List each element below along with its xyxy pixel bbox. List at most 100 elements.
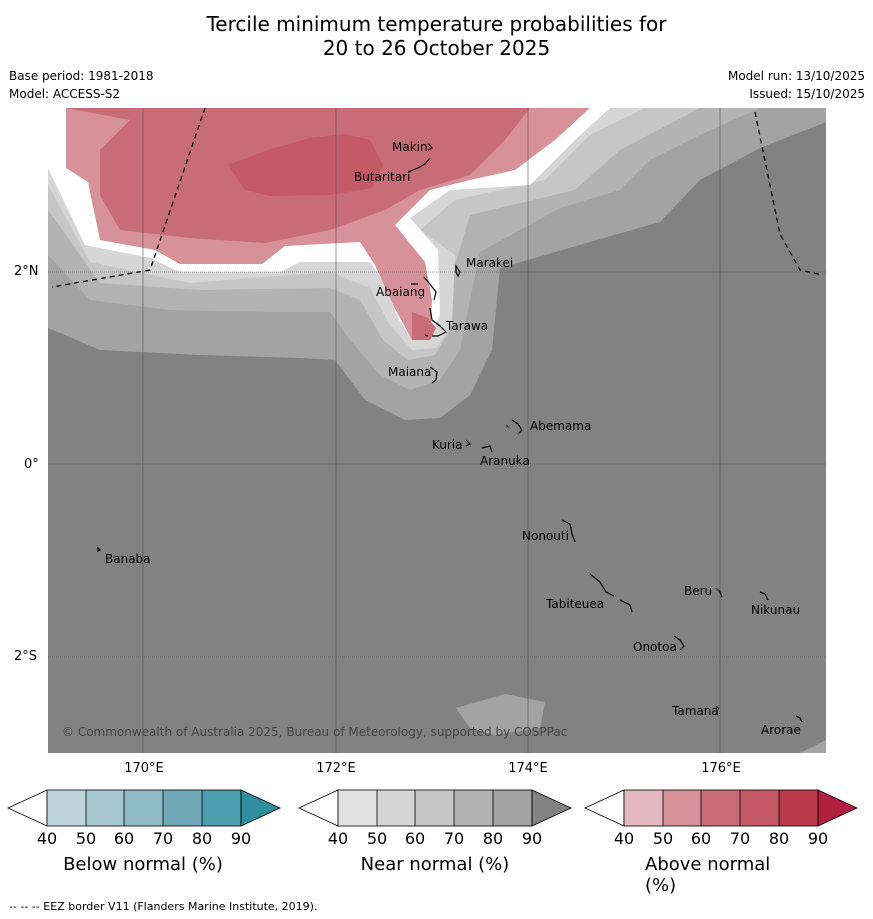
cb-below-60 [124, 790, 163, 826]
coast-onotoa [673, 635, 685, 651]
coast-butaritari [407, 157, 431, 173]
label-abaiang: Abaiang [376, 285, 425, 299]
lon-label-170: 170°E [124, 761, 164, 776]
cb-above-high-arrow [817, 789, 858, 827]
label-tarawa: Tarawa [445, 319, 488, 333]
copyright-notice: © Commonwealth of Australia 2025, Bureau… [62, 725, 567, 739]
label-makin: Makin [392, 140, 428, 154]
colorbar-above [584, 789, 858, 827]
cb-below-tick-60: 60 [113, 829, 135, 848]
colorbar-below [7, 789, 281, 827]
lon-label-174: 174°E [508, 761, 548, 776]
eez-footer-note: -- -- -- EEZ border V11 (Flanders Marine… [9, 900, 318, 913]
lon-label-176: 176°E [701, 761, 741, 776]
label-abemama: Abemama [530, 419, 591, 433]
label-marakei: Marakei [466, 256, 513, 270]
cb-below-70 [163, 790, 202, 826]
cb-near-tick-60: 60 [404, 829, 426, 848]
coast-tarawa [424, 307, 448, 337]
coast-nonouti [561, 519, 576, 543]
cb-near-tick-50: 50 [366, 829, 388, 848]
eez-border [51, 107, 823, 288]
label-aranuka: Aranuka [480, 454, 530, 468]
graticule [48, 108, 826, 753]
eez-border-east [754, 111, 823, 276]
label-tabiteuea: Tabiteuea [545, 597, 604, 611]
lat-label-2s: 2°S [14, 649, 38, 664]
cb-below-tick-80: 80 [191, 829, 213, 848]
cb-above-tick-80: 80 [768, 829, 790, 848]
label-nonouti: Nonouti [522, 529, 569, 543]
lat-label-0: 0° [24, 457, 39, 472]
lat-label-2n: 2°N [14, 264, 39, 279]
model-run: Model run: 13/10/2025 [727, 69, 865, 83]
coast-marakei [455, 264, 461, 278]
cb-above-50 [663, 790, 701, 826]
colorbar-near [298, 789, 572, 827]
cb-near-50 [377, 790, 415, 826]
coastlines [97, 142, 803, 723]
cb-near-high-arrow [531, 789, 572, 827]
label-onotoa: Onotoa [633, 640, 677, 654]
cb-below-tick-40: 40 [36, 829, 58, 848]
cb-near-60 [415, 790, 454, 826]
map-fill-regions [48, 108, 826, 753]
cb-near-tick-90: 90 [521, 829, 543, 848]
region-above-70 [228, 134, 383, 196]
model-name: Model: ACCESS-S2 [9, 87, 121, 101]
meta-right: Model run: 13/10/2025 Issued: 15/10/2025 [728, 69, 865, 105]
coast-kuria [465, 439, 472, 447]
cb-above-80 [779, 790, 818, 826]
cb-below-tick-90: 90 [230, 829, 252, 848]
coast-tamana [715, 705, 720, 710]
region-above-60b [412, 312, 436, 340]
coast-abaiang [423, 276, 437, 301]
cb-near-80 [493, 790, 532, 826]
label-tamana: Tamana [671, 704, 719, 718]
cb-near-70 [454, 790, 493, 826]
cb-below-tick-50: 50 [75, 829, 97, 848]
cb-below-50 [86, 790, 124, 826]
label-maiana: Maiana [388, 365, 431, 379]
coast-beru [715, 587, 723, 598]
base-period: Base period: 1981-2018 [9, 69, 154, 83]
label-arorae: Arorae [761, 723, 801, 737]
coast-aranuka [481, 445, 493, 453]
cb-below-tick-70: 70 [152, 829, 174, 848]
lon-label-172: 172°E [316, 761, 356, 776]
label-butaritari: Butaritari [354, 170, 411, 184]
title-line-1: Tercile minimum temperature probabilitie… [206, 12, 667, 36]
cb-near-tick-70: 70 [443, 829, 465, 848]
cb-above-tick-90: 90 [807, 829, 829, 848]
cb-above-tick-40: 40 [613, 829, 635, 848]
cb-above-tick-50: 50 [652, 829, 674, 848]
cb-near-low-arrow [298, 789, 339, 827]
cb-above-low-arrow [584, 789, 625, 827]
cb-below-low-arrow [7, 789, 48, 827]
label-beru: Beru [684, 584, 712, 598]
region-near-80-south [456, 694, 545, 735]
coast-nikunau [759, 591, 769, 601]
cb-above-70 [740, 790, 779, 826]
cb-near-title: Near normal (%) [360, 854, 510, 875]
cb-above-40 [624, 790, 663, 826]
coast-abemama [505, 419, 523, 435]
cb-near-40 [338, 790, 377, 826]
coast-tabiteuea [589, 573, 633, 613]
eez-border-west [51, 107, 206, 288]
region-near-80-corner [800, 740, 826, 753]
cb-above-60 [701, 790, 740, 826]
coast-maiana [429, 366, 438, 384]
cb-above-title: Above normal (%) [645, 854, 771, 896]
label-nikunau: Nikunau [751, 603, 800, 617]
meta-left: Base period: 1981-2018 Model: ACCESS-S2 [9, 69, 154, 105]
chart-title: Tercile minimum temperature probabilitie… [0, 12, 873, 60]
coast-arorae [795, 715, 803, 723]
cb-near-tick-80: 80 [482, 829, 504, 848]
title-line-2: 20 to 26 October 2025 [322, 36, 551, 60]
issued-date: Issued: 15/10/2025 [749, 87, 865, 101]
cb-above-tick-60: 60 [690, 829, 712, 848]
coast-makin [427, 142, 433, 151]
cb-below-40 [47, 790, 86, 826]
place-labels: Makin Butaritari Marakei Abaiang Tarawa … [62, 140, 801, 739]
